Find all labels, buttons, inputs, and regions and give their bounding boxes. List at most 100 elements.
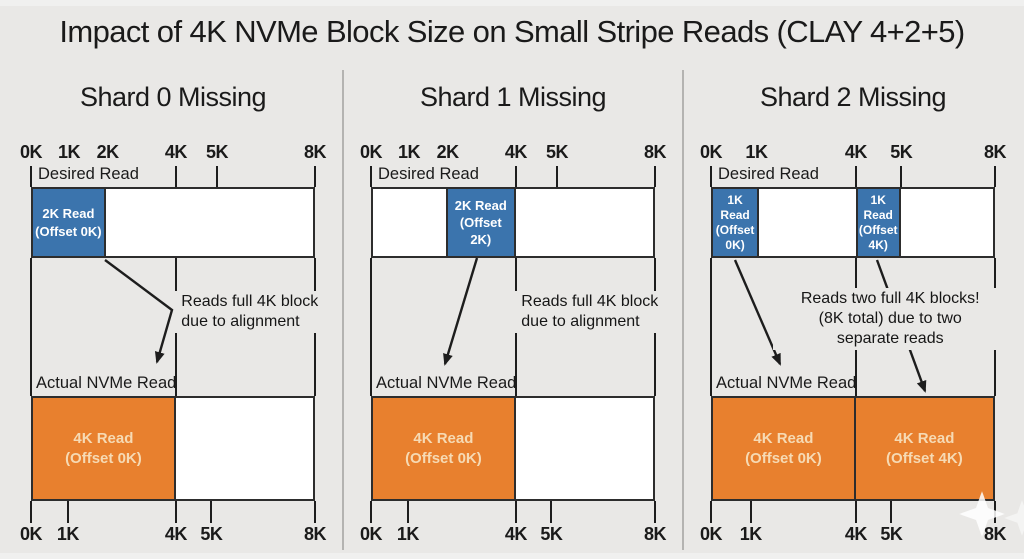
slide-title: Impact of 4K NVMe Block Size on Small St… — [59, 14, 965, 49]
axis-tick-label: 2K — [436, 142, 460, 162]
desired-read-block: 2K Read (Offset 0K) — [33, 189, 106, 256]
column-line — [30, 258, 32, 396]
arrow-layer — [443, 257, 479, 366]
bottom-axis-ticks — [30, 501, 316, 523]
top-axis: 0K 1K 2K 4K 5K 8K — [360, 142, 667, 162]
axis-tick-label: 4K — [844, 142, 868, 162]
axis-tick — [314, 166, 316, 187]
annotation-arrow — [443, 257, 479, 366]
axis-tick-label: 4K — [504, 142, 528, 162]
axis-tick-label: 1K — [58, 142, 81, 162]
actual-read-block: 4K Read (Offset 0K) — [713, 398, 856, 499]
axis-tick-label: 0K — [19, 142, 43, 162]
panel-title: Shard 0 Missing — [79, 82, 267, 112]
axis-tick-label: 8K — [643, 142, 667, 162]
annotation-zone: Actual NVMe Read Reads two full 4K block… — [710, 258, 1007, 396]
actual-read-block: 4K Read (Offset 4K) — [855, 398, 993, 499]
axis-tick — [66, 501, 69, 523]
axis-tick — [710, 166, 712, 187]
axis-tick-label: 1K — [56, 524, 80, 544]
actual-read-block: 4K Read (Offset 0K) — [33, 398, 176, 499]
axis-tick-label: 8K — [983, 142, 1007, 162]
desired-read-bar: 2K Read (Offset 0K) — [31, 187, 315, 258]
desired-read-label: Desired Read — [378, 165, 479, 183]
panel-title: Shard 1 Missing — [419, 82, 607, 112]
axis-tick-label: 0K — [699, 142, 723, 162]
axis-tick — [654, 166, 656, 187]
axis-tick — [30, 501, 32, 523]
top-axis-ticks — [710, 166, 996, 187]
annotation-note: Reads full 4K block due to alignment — [175, 291, 325, 333]
axis-tick — [654, 501, 656, 523]
panel-divider — [682, 70, 684, 550]
axis-tick-label: 2K — [96, 142, 120, 162]
arrow-layer — [104, 259, 174, 364]
axis-tick-label: 1K — [745, 142, 768, 162]
axis-tick-label: 8K — [303, 524, 327, 544]
frame-edge-top — [0, 0, 1024, 6]
axis-tick-label: 5K — [880, 524, 903, 544]
axis-tick-label: 4K — [504, 524, 528, 544]
actual-read-block: 4K Read (Offset 0K) — [373, 398, 516, 499]
actual-read-label: Actual NVMe Read — [376, 374, 517, 392]
annotation-zone: Actual NVMe Read Reads full 4K block due … — [30, 258, 325, 396]
axis-tick — [854, 501, 857, 523]
axis-tick — [210, 501, 213, 523]
axis-tick — [550, 501, 553, 523]
axis-tick — [174, 501, 177, 523]
axis-tick — [174, 166, 177, 187]
panel-divider — [342, 70, 344, 550]
annotation-note: Reads full 4K block due to alignment — [515, 291, 665, 333]
annotation-note: Reads two full 4K blocks! (8K total) due … — [773, 288, 1007, 350]
desired-read-bar: 1K Read (Offset 0K) 1K Read (Offset 4K) — [711, 187, 995, 258]
annotation-zone: Actual NVMe Read Reads full 4K block due … — [370, 257, 665, 396]
axis-tick — [370, 166, 372, 187]
bottom-axis: 0K 1K 4K 5K 8K — [700, 524, 1007, 544]
top-axis-ticks — [370, 166, 656, 187]
panel: Shard 2 Missing 0K 1K 4K 5K 8K Desired Read … — [700, 80, 1007, 555]
actual-read-bar: 4K Read (Offset 0K) — [371, 396, 655, 501]
annotation-arrow — [104, 259, 174, 364]
annotation-arrow — [733, 259, 782, 366]
axis-tick — [370, 501, 372, 523]
axis-tick-label: 0K — [359, 524, 383, 544]
bottom-axis-ticks — [710, 501, 996, 523]
axis-tick — [406, 501, 409, 523]
axis-tick-label: 5K — [890, 142, 913, 162]
axis-tick-label: 8K — [303, 142, 327, 162]
axis-tick-label: 1K — [398, 142, 421, 162]
axis-tick-label: 4K — [164, 524, 188, 544]
bottom-axis: 0K 1K 4K 5K 8K — [360, 524, 667, 544]
axis-tick-label: 5K — [200, 524, 223, 544]
top-axis-ticks — [30, 166, 316, 187]
axis-tick — [216, 166, 219, 187]
axis-tick — [514, 166, 517, 187]
top-axis: 0K 1K 2K 4K 5K 8K — [20, 142, 327, 162]
top-axis: 0K 1K 4K 5K 8K — [700, 142, 1007, 162]
axis-tick-label: 0K — [699, 524, 723, 544]
axis-tick — [890, 501, 893, 523]
actual-read-label: Actual NVMe Read — [716, 374, 857, 392]
axis-tick-label: 5K — [546, 142, 569, 162]
axis-tick-label: 5K — [540, 524, 563, 544]
actual-read-label: Actual NVMe Read — [36, 374, 177, 392]
bottom-axis-ticks — [370, 501, 656, 523]
panel-title: Shard 2 Missing — [759, 82, 947, 112]
axis-tick-label: 8K — [983, 524, 1007, 544]
panel: Shard 0 Missing 0K 1K 2K 4K 5K 8K Desired Rea… — [20, 80, 327, 555]
desired-read-block: 1K Read (Offset 0K) — [713, 189, 760, 256]
panel: Shard 1 Missing 0K 1K 2K 4K 5K 8K Desired Rea… — [360, 80, 667, 555]
axis-tick — [514, 501, 517, 523]
desired-read-label: Desired Read — [38, 165, 139, 183]
desired-read-block: 2K Read (Offset 2K) — [445, 189, 516, 256]
axis-tick — [314, 501, 316, 523]
axis-tick — [854, 166, 857, 187]
axis-tick-label: 1K — [739, 524, 763, 544]
axis-tick-label: 4K — [844, 524, 868, 544]
column-line — [710, 258, 712, 396]
axis-tick-label: 1K — [396, 524, 420, 544]
axis-tick-label: 4K — [164, 142, 188, 162]
frame-edge-bottom — [0, 553, 1024, 559]
axis-tick-label: 0K — [359, 142, 383, 162]
